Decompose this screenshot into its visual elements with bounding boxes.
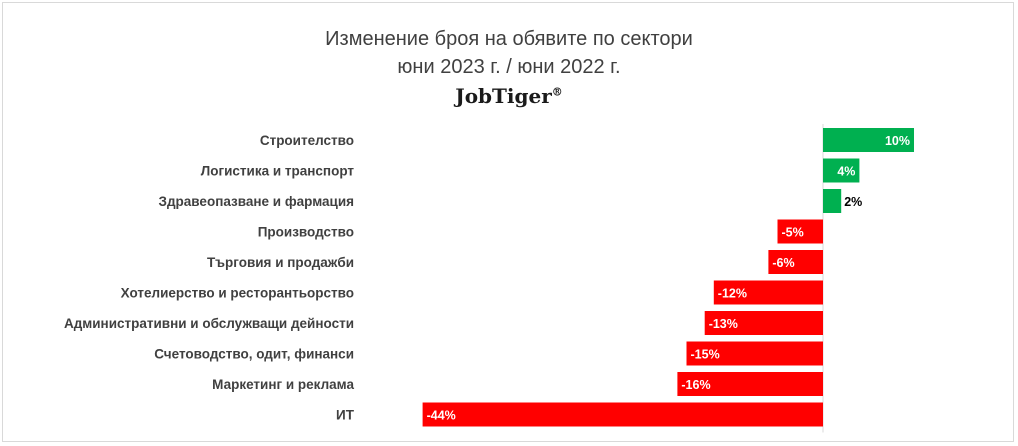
bar: [704, 311, 823, 335]
data-label: 4%: [837, 165, 855, 179]
brand-name: JobTiger: [455, 84, 552, 108]
category-label: Търговия и продажби: [207, 255, 354, 270]
bar: [823, 128, 914, 152]
bar: [768, 250, 823, 274]
data-label: -6%: [772, 256, 794, 270]
data-label: 10%: [885, 134, 910, 148]
category-label: Хотелиерство и ресторантьорство: [121, 286, 354, 301]
category-label: Логистика и транспорт: [201, 164, 355, 179]
bar: [823, 158, 860, 183]
category-label: Административни и обслужващи дейности: [64, 316, 354, 331]
data-label: -16%: [681, 378, 710, 392]
data-label: -13%: [709, 317, 738, 331]
data-label: 2%: [844, 195, 862, 209]
bar: [823, 189, 842, 213]
data-label: -5%: [782, 226, 804, 240]
bar: [777, 219, 823, 244]
category-label: ИТ: [336, 408, 355, 423]
data-label: -44%: [427, 409, 456, 423]
bar: [422, 402, 823, 427]
brand-mark: ®: [551, 85, 563, 99]
bar: [713, 280, 823, 305]
bar: [686, 341, 823, 366]
brand-logo: JobTiger®: [0, 84, 1018, 108]
category-label: Здравеопазване и фармация: [159, 194, 354, 209]
category-label: Производство: [258, 225, 354, 240]
data-label: -12%: [718, 287, 747, 301]
bar: [677, 372, 823, 396]
chart-title: Изменение броя на обявите по сектори: [325, 28, 693, 50]
chart-subtitle: юни 2023 г. / юни 2022 г.: [397, 56, 621, 78]
category-label: Счетоводство, одит, финанси: [154, 347, 354, 362]
category-label: Маркетинг и реклама: [212, 377, 354, 392]
category-label: Строителство: [260, 133, 354, 148]
data-label: -15%: [691, 348, 720, 362]
